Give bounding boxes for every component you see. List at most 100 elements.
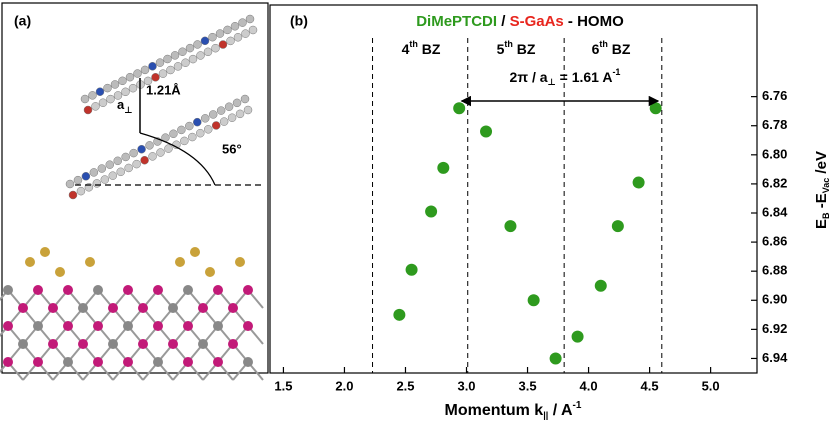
atom bbox=[152, 73, 160, 81]
arrow-superscript: -1 bbox=[612, 67, 620, 77]
spacing-subscript: ⊥ bbox=[124, 105, 132, 115]
atom bbox=[243, 321, 253, 331]
atom bbox=[77, 187, 85, 195]
y-axis-label: EB -EVac /eV bbox=[813, 151, 831, 229]
atom bbox=[225, 103, 233, 111]
y-tick-label: 6.84 bbox=[762, 204, 788, 219]
atom bbox=[111, 80, 119, 88]
atom bbox=[122, 88, 130, 96]
atom bbox=[196, 129, 204, 137]
arrow-label: 2π / a⊥ = 1.61 A-1 bbox=[510, 67, 621, 87]
atom bbox=[243, 285, 253, 295]
x-label-superscript: -1 bbox=[573, 400, 582, 411]
y-tick-label: 6.88 bbox=[762, 263, 787, 278]
panel-a-label: (a) bbox=[14, 13, 31, 29]
atom bbox=[93, 179, 101, 187]
atom bbox=[107, 95, 115, 103]
y-tick-label: 6.92 bbox=[762, 321, 787, 336]
data-point bbox=[633, 176, 645, 188]
atom bbox=[164, 55, 172, 63]
atom bbox=[205, 267, 215, 277]
atom bbox=[133, 160, 141, 168]
atom bbox=[119, 77, 127, 85]
atom bbox=[134, 70, 142, 78]
atom bbox=[164, 145, 172, 153]
y-tick-label: 6.76 bbox=[762, 88, 787, 103]
atom bbox=[243, 357, 253, 367]
title-rest: - HOMO bbox=[564, 13, 624, 30]
distance-label: 1.21Å bbox=[146, 82, 181, 97]
plot-area bbox=[393, 102, 747, 364]
zone-suffix: th bbox=[599, 39, 608, 49]
page: {"panel_a": {"label": "(a)", "distance":… bbox=[0, 0, 837, 431]
axes: 1.52.02.53.03.54.04.55.06.766.786.806.82… bbox=[274, 38, 788, 393]
atom bbox=[123, 357, 133, 367]
atom bbox=[193, 118, 201, 126]
atom bbox=[177, 126, 185, 134]
atom bbox=[149, 62, 157, 70]
y-tick-label: 6.94 bbox=[762, 350, 788, 365]
data-point bbox=[528, 294, 540, 306]
atom bbox=[194, 40, 202, 48]
y-label-unit: /eV bbox=[813, 151, 830, 178]
y-tick-label: 6.78 bbox=[762, 117, 787, 132]
atom bbox=[66, 180, 74, 188]
atom bbox=[159, 70, 167, 78]
data-point bbox=[650, 102, 662, 114]
x-tick-label: 2.0 bbox=[335, 378, 353, 393]
atom bbox=[93, 321, 103, 331]
data-point bbox=[437, 162, 449, 174]
zone-number: 6 bbox=[592, 41, 600, 57]
atom bbox=[236, 110, 244, 118]
atom bbox=[138, 339, 148, 349]
zone-text: BZ bbox=[513, 41, 536, 57]
atom bbox=[228, 303, 238, 313]
data-point bbox=[550, 352, 562, 364]
atom bbox=[169, 130, 177, 138]
atom bbox=[69, 191, 77, 199]
atom bbox=[18, 303, 28, 313]
atom bbox=[114, 157, 122, 165]
atom bbox=[82, 172, 90, 180]
atom bbox=[55, 267, 65, 277]
angle-label: 56° bbox=[222, 141, 242, 156]
atom bbox=[209, 110, 217, 118]
atom bbox=[201, 114, 209, 122]
atom bbox=[93, 357, 103, 367]
data-point bbox=[406, 264, 418, 276]
atom bbox=[183, 357, 193, 367]
atom bbox=[84, 106, 92, 114]
atom bbox=[125, 164, 133, 172]
atom bbox=[33, 357, 43, 367]
y-tick-label: 6.86 bbox=[762, 234, 787, 249]
x-axis-label: Momentum k|| / A-1 bbox=[445, 400, 582, 420]
x-tick-label: 1.5 bbox=[274, 378, 292, 393]
y-label-subscript: Vac bbox=[821, 178, 831, 194]
atom bbox=[108, 339, 118, 349]
atom bbox=[153, 357, 163, 367]
atom bbox=[156, 59, 164, 67]
atom bbox=[40, 247, 50, 257]
title-molecule: DiMePTCDI bbox=[416, 13, 497, 30]
atom bbox=[130, 149, 138, 157]
atom bbox=[93, 285, 103, 295]
atom bbox=[157, 149, 165, 157]
atom bbox=[18, 339, 28, 349]
atom bbox=[167, 66, 175, 74]
atom bbox=[74, 176, 82, 184]
atom bbox=[242, 30, 250, 38]
zone-number: 4 bbox=[402, 41, 410, 57]
x-tick-label: 2.5 bbox=[396, 378, 414, 393]
atom bbox=[123, 321, 133, 331]
atom bbox=[204, 125, 212, 133]
data-point bbox=[425, 206, 437, 218]
panel-b-label: (b) bbox=[290, 13, 308, 29]
x-label-unit: / A bbox=[548, 402, 573, 419]
data-point bbox=[612, 220, 624, 232]
atom bbox=[78, 303, 88, 313]
atom bbox=[183, 321, 193, 331]
atom bbox=[63, 357, 73, 367]
arrow-subscript: ⊥ bbox=[548, 77, 556, 87]
zone-text: BZ bbox=[418, 41, 441, 57]
atom bbox=[212, 44, 220, 52]
